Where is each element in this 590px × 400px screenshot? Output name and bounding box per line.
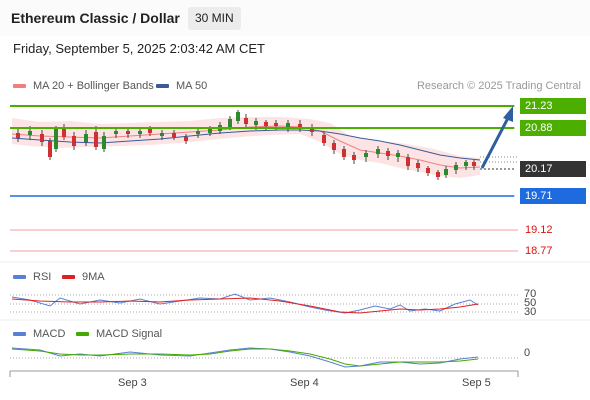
current-price-value: 20.17: [525, 163, 553, 175]
rsi-level-70: 70: [524, 288, 537, 300]
resistance1-value: 20.88: [525, 122, 553, 134]
pivot-value: 19.71: [525, 190, 553, 202]
instrument-title: Ethereum Classic / Dollar: [11, 10, 180, 26]
candlesticks: [16, 110, 476, 180]
credit-text: Research © 2025 Trading Central: [416, 80, 581, 92]
x-label-sep4: Sep 4: [290, 377, 319, 389]
pivot-tag: 19.71: [514, 188, 586, 204]
legend-rsi-label: RSI: [33, 271, 52, 283]
timeframe-badge[interactable]: 30 MIN: [188, 7, 241, 30]
title-bar: Ethereum Classic / Dollar 30 MIN: [0, 0, 590, 36]
macd-swatch-icon: [13, 332, 26, 336]
rsi-panel: [10, 293, 518, 314]
macd-signal-swatch-icon: [76, 332, 89, 336]
resistance1-tag: 20.88: [514, 120, 586, 136]
x-axis: [9, 370, 519, 377]
support2-value: 18.77: [525, 245, 553, 257]
legend-macd-signal-label: MACD Signal: [96, 328, 163, 340]
x-label-sep3: Sep 3: [118, 377, 147, 389]
rsi-line: [11, 293, 479, 314]
ma50-swatch-icon: [156, 84, 169, 88]
legend-macd-signal: MACD Signal: [76, 328, 162, 340]
rsi-9ma-line: [11, 297, 479, 314]
legend-rsi-ma-label: 9MA: [82, 271, 105, 283]
macd-panel: [10, 347, 518, 368]
forecast-arrow-icon: [480, 106, 513, 169]
rsi-level-50: 50: [524, 297, 537, 309]
legend-rsi-ma: 9MA: [62, 271, 105, 283]
legend-ma20: MA 20 + Bollinger Bands: [13, 80, 154, 92]
legend-ma50: MA 50: [156, 80, 207, 92]
legend-ma20-label: MA 20 + Bollinger Bands: [33, 80, 154, 92]
legend-rsi: RSI: [13, 271, 51, 283]
resistance2-value: 21.23: [525, 100, 553, 112]
legend-macd-label: MACD: [33, 328, 66, 340]
current-price-tag: 20.17: [514, 161, 586, 177]
macd-signal-line: [11, 348, 479, 367]
rsi-level-30: 30: [524, 306, 537, 318]
legend-ma50-label: MA 50: [176, 80, 208, 92]
x-label-sep5: Sep 5: [462, 377, 491, 389]
ma20-swatch-icon: [13, 84, 26, 88]
macd-zero-label: 0: [524, 347, 531, 359]
legend-macd: MACD: [13, 328, 65, 340]
rsi-swatch-icon: [13, 275, 26, 279]
resistance2-tag: 21.23: [514, 98, 586, 114]
rsi-ma-swatch-icon: [62, 275, 75, 279]
support1-value: 19.12: [525, 224, 553, 236]
chart-datetime: Friday, September 5, 2025 2:03:42 AM CET: [13, 41, 265, 56]
